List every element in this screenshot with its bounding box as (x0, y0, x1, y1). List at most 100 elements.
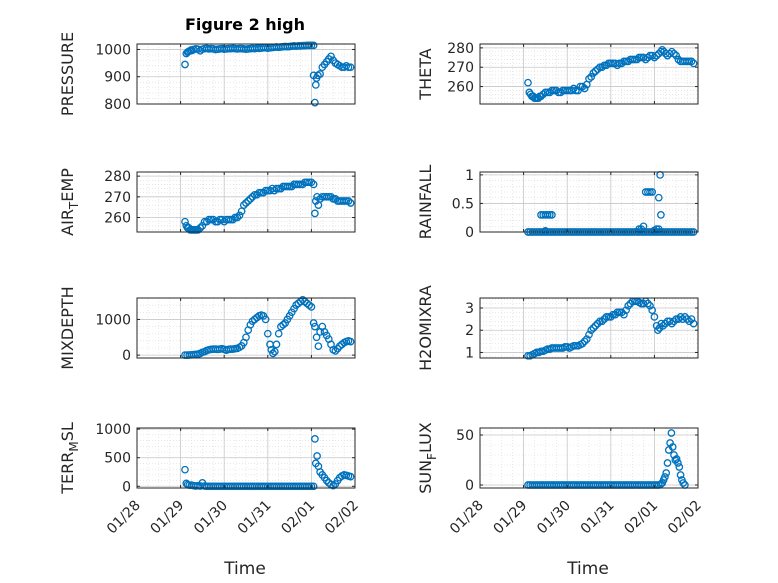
data-point (313, 452, 321, 460)
data-point (628, 55, 637, 64)
data-series (524, 297, 698, 360)
data-point (650, 313, 659, 321)
data-point (646, 301, 654, 310)
data-point (639, 299, 648, 308)
data-point (633, 55, 641, 64)
x-tick-label: 01/31 (578, 498, 618, 538)
data-point (657, 211, 665, 219)
data-point (283, 182, 292, 191)
data-point (689, 319, 698, 328)
data-point (311, 81, 320, 89)
data-point (294, 180, 303, 189)
data-point (242, 333, 250, 342)
data-point (316, 195, 324, 203)
x-tick-label: 02/01 (278, 498, 318, 538)
subplot-rainfall: 0 0.5 1 RAINFALL (416, 165, 699, 241)
data-point (596, 317, 604, 326)
data-point (307, 41, 316, 50)
data-point (205, 215, 213, 224)
data-point (598, 317, 606, 326)
x-tick-label: 01/28 (104, 498, 144, 538)
data-point (617, 59, 626, 68)
y-axis-label: PRESSURE (58, 32, 77, 116)
subplot-theta: 260 270 280 THETA (416, 41, 699, 105)
subplot-mixdepth: 0 1000 MIXDEPTH (58, 286, 356, 370)
data-point (207, 215, 215, 224)
data-point (329, 195, 338, 203)
subplot-terr-msl: 0 500 1000 01/28 01/29 01/30 01/31 02/01 02/02 TE… (58, 422, 362, 537)
data-series (181, 295, 355, 359)
data-point (580, 84, 589, 93)
data-point (676, 471, 685, 479)
data-point (272, 340, 281, 349)
data-point (285, 182, 294, 191)
x-tick-label: 02/02 (322, 498, 362, 538)
y-tick-label: 260 (447, 80, 474, 96)
data-point (613, 308, 622, 317)
data-point (687, 315, 696, 323)
data-point (675, 463, 684, 471)
data-point (674, 459, 682, 467)
axes-box (136, 43, 356, 105)
data-series (181, 41, 355, 107)
data-point (574, 86, 582, 95)
y-axis-label: AIRTEMP (58, 168, 81, 236)
axes-box (136, 297, 356, 359)
data-point (617, 308, 626, 317)
data-point (537, 92, 545, 101)
data-point (181, 60, 189, 69)
data-point (681, 313, 689, 321)
data-point (644, 299, 652, 308)
data-point (646, 188, 654, 196)
data-point (340, 197, 348, 205)
data-point (589, 324, 598, 332)
data-point (242, 199, 250, 207)
data-point (537, 347, 545, 356)
data-point (602, 313, 611, 321)
data-point (659, 321, 667, 330)
figure-title: Figure 2 high (185, 15, 305, 34)
y-tick-label: 0 (122, 348, 131, 364)
data-point (604, 313, 613, 321)
x-tick-label: 01/30 (191, 498, 231, 538)
data-point (322, 476, 331, 485)
x-tick-label: 01/29 (148, 498, 188, 538)
y-axis-label: H2OMIXRA (416, 285, 435, 371)
data-point (311, 98, 319, 107)
data-point (541, 227, 550, 235)
data-point (689, 59, 698, 68)
data-point (244, 197, 253, 205)
data-point (687, 57, 696, 66)
data-point (624, 57, 633, 66)
data-point (309, 319, 318, 327)
data-point (255, 188, 263, 197)
data-point (261, 315, 270, 324)
data-point (226, 215, 235, 224)
data-point (611, 310, 620, 319)
data-point (274, 184, 283, 193)
y-tick-label: 500 (104, 451, 131, 467)
data-point (582, 335, 591, 343)
data-point (181, 217, 189, 226)
data-point (346, 63, 355, 72)
axes-box (136, 171, 356, 233)
data-point (287, 182, 296, 191)
y-tick-label: 1 (465, 345, 474, 361)
y-tick-label: 0 (465, 478, 474, 494)
data-point (524, 78, 532, 87)
data-point (331, 195, 340, 203)
data-point (194, 226, 202, 234)
data-point (303, 178, 311, 187)
data-point (683, 57, 691, 66)
x-tick-label: 02/02 (665, 498, 705, 538)
data-point (615, 308, 624, 317)
x-tick-label: 01/28 (447, 498, 487, 538)
data-point (220, 217, 229, 226)
data-point (593, 319, 602, 328)
data-point (606, 313, 615, 321)
data-point (263, 329, 272, 338)
y-tick-label: 0 (122, 479, 131, 495)
data-point (652, 51, 661, 60)
data-point (657, 47, 665, 56)
